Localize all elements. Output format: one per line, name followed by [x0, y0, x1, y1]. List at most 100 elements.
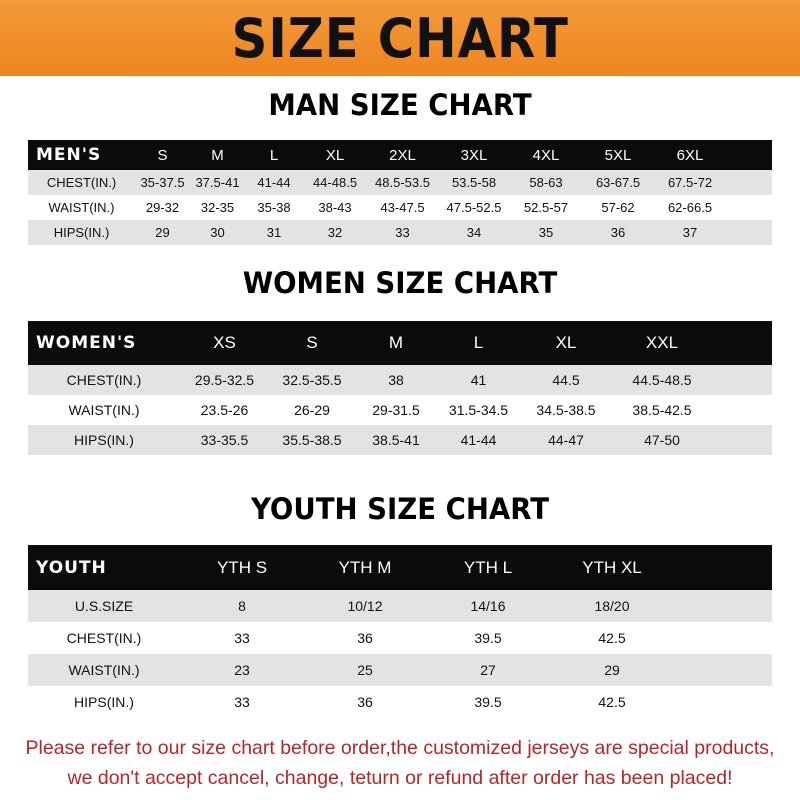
table-row: CHEST(IN.) 29.5-32.5 32.5-35.5 38 41 44.5 44.5… [28, 365, 772, 395]
table-cell: 44.5-48.5 [632, 372, 692, 388]
row-label: HIPS(IN.) [74, 432, 134, 448]
size-header-cell: YTH M [338, 557, 392, 577]
table-cell: 42.5 [598, 694, 626, 710]
size-header-cell: 4XL [532, 146, 560, 164]
row-label: CHEST(IN.) [66, 630, 142, 646]
size-header-cell: S [306, 333, 318, 352]
size-header-cell: XS [213, 333, 236, 352]
row-label: WAIST(IN.) [68, 402, 140, 418]
table-cell: 34.5-38.5 [536, 402, 596, 418]
page-title: SIZE CHART [231, 6, 569, 70]
note-line: Please refer to our size chart before or… [25, 737, 775, 759]
note-line: we don't accept cancel, change, teturn o… [67, 767, 733, 789]
table-cell: 25 [357, 662, 373, 678]
table-cell: 38 [388, 372, 404, 388]
table-cell: 48.5-53.5 [375, 175, 430, 190]
row-label: HIPS(IN.) [53, 225, 110, 240]
table-row: U.S.SIZE 8 10/12 14/16 18/20 [28, 590, 772, 622]
order-note: Please refer to our size chart before or… [0, 733, 800, 793]
size-header-cell: XXL [645, 333, 679, 352]
table-cell: 35 [538, 225, 554, 240]
size-header-cell: 3XL [460, 146, 488, 164]
table-cell: 53.5-58 [451, 175, 497, 190]
table-row: HIPS(IN.) 33-35.5 35.5-38.5 38.5-41 41-44 44-… [28, 425, 772, 455]
table-cell: 31.5-34.5 [448, 402, 509, 418]
header-row: WOMEN'S XS S M L XL XXL [28, 321, 772, 365]
row-label: CHEST(IN.) [66, 372, 142, 388]
table-row: HIPS(IN.) 29 30 31 32 33 34 35 36 37 [28, 220, 772, 245]
table-cell: 35-37.5 [140, 175, 185, 190]
table-cell: 44-48.5 [312, 175, 358, 190]
table-cell: 33 [234, 694, 250, 710]
table-cell: 44.5 [552, 372, 580, 388]
size-header-cell: 6XL [676, 146, 704, 164]
header-label: YOUTH [36, 557, 107, 578]
table-cell: 37.5-41 [195, 175, 240, 190]
row-label: U.S.SIZE [74, 598, 134, 614]
table-cell: 29-31.5 [372, 402, 420, 418]
table-cell: 32.5-35.5 [282, 372, 342, 388]
table-cell: 57-62 [601, 200, 635, 215]
size-header-cell: YTH S [216, 557, 268, 577]
men-size-table: MEN'S S M L XL 2XL 3XL 4XL 5XL 6XL CHEST(IN.) 35-37… [28, 140, 772, 245]
table-row: WAIST(IN.) 23 25 27 29 [28, 654, 772, 686]
women-size-table: WOMEN'S XS S M L XL XXL CHEST(IN.) 29.5-32.5 32.5… [28, 321, 772, 455]
table-cell: 44-47 [548, 432, 584, 448]
table-cell: 41-44 [257, 175, 291, 190]
table-cell: 37 [682, 225, 698, 240]
table-cell: 39.5 [474, 694, 502, 710]
table-cell: 47-50 [644, 432, 680, 448]
header-row: YOUTH YTH S YTH M YTH L YTH XL [28, 545, 772, 590]
table-cell: 29 [604, 662, 620, 678]
size-header-cell: M [388, 333, 404, 352]
table-cell: 31 [266, 225, 282, 240]
table-cell: 29-32 [145, 200, 180, 215]
size-header-cell: 2XL [389, 146, 416, 164]
table-cell: 62-66.5 [667, 200, 713, 215]
size-header-cell: XL [555, 333, 577, 352]
table-cell: 63-67.5 [595, 175, 641, 190]
table-cell: 33 [234, 630, 250, 646]
table-cell: 36 [357, 630, 373, 646]
table-cell: 41 [470, 372, 487, 388]
table-row: CHEST(IN.) 35-37.5 37.5-41 41-44 44-48.5 48.5… [28, 170, 772, 195]
table-cell: 43-47.5 [380, 200, 425, 215]
table-cell: 33 [395, 225, 410, 240]
table-cell: 8 [238, 598, 246, 614]
size-header-cell: YTH L [463, 557, 513, 577]
row-label: WAIST(IN.) [68, 662, 140, 678]
youth-size-table: YOUTH YTH S YTH M YTH L YTH XL U.S.SIZE 8 10/12… [28, 545, 772, 718]
men-chart-title: MAN SIZE CHART [268, 88, 532, 122]
women-chart-title: WOMEN SIZE CHART [242, 266, 558, 300]
table-cell: 30 [210, 225, 225, 240]
header-label: WOMEN'S [36, 333, 137, 353]
row-label: CHEST(IN.) [46, 175, 117, 190]
table-cell: 38.5-42.5 [632, 402, 692, 418]
title-banner: SIZE CHART [0, 0, 800, 76]
table-cell: 38-43 [318, 200, 352, 215]
table-cell: 41-44 [460, 432, 497, 448]
table-cell: 23 [234, 662, 250, 678]
table-cell: 26-29 [294, 402, 330, 418]
table-cell: 42.5 [598, 630, 626, 646]
table-cell: 67.5-72 [667, 175, 713, 190]
table-cell: 58-63 [529, 175, 563, 190]
size-header-cell: XL [325, 146, 345, 164]
table-cell: 47.5-52.5 [446, 200, 502, 215]
table-cell: 10/12 [347, 598, 383, 614]
table-row: HIPS(IN.) 33 36 39.5 42.5 [28, 686, 772, 718]
header-label: MEN'S [36, 145, 102, 165]
size-header-cell: L [473, 333, 484, 352]
table-cell: 14/16 [470, 598, 506, 614]
table-row: WAIST(IN.) 29-32 32-35 35-38 38-43 43-47.5 47.… [28, 195, 772, 220]
table-cell: 35.5-38.5 [282, 432, 342, 448]
table-cell: 32-35 [200, 200, 235, 215]
size-header-cell: L [269, 146, 279, 164]
table-cell: 27 [480, 662, 496, 678]
table-cell: 18/20 [594, 598, 630, 614]
table-row: CHEST(IN.) 33 36 39.5 42.5 [28, 622, 772, 654]
table-cell: 34 [466, 225, 482, 240]
table-row: WAIST(IN.) 23.5-26 26-29 29-31.5 31.5-34.5 34… [28, 395, 772, 425]
row-label: WAIST(IN.) [48, 200, 115, 215]
table-cell: 32 [327, 225, 343, 240]
